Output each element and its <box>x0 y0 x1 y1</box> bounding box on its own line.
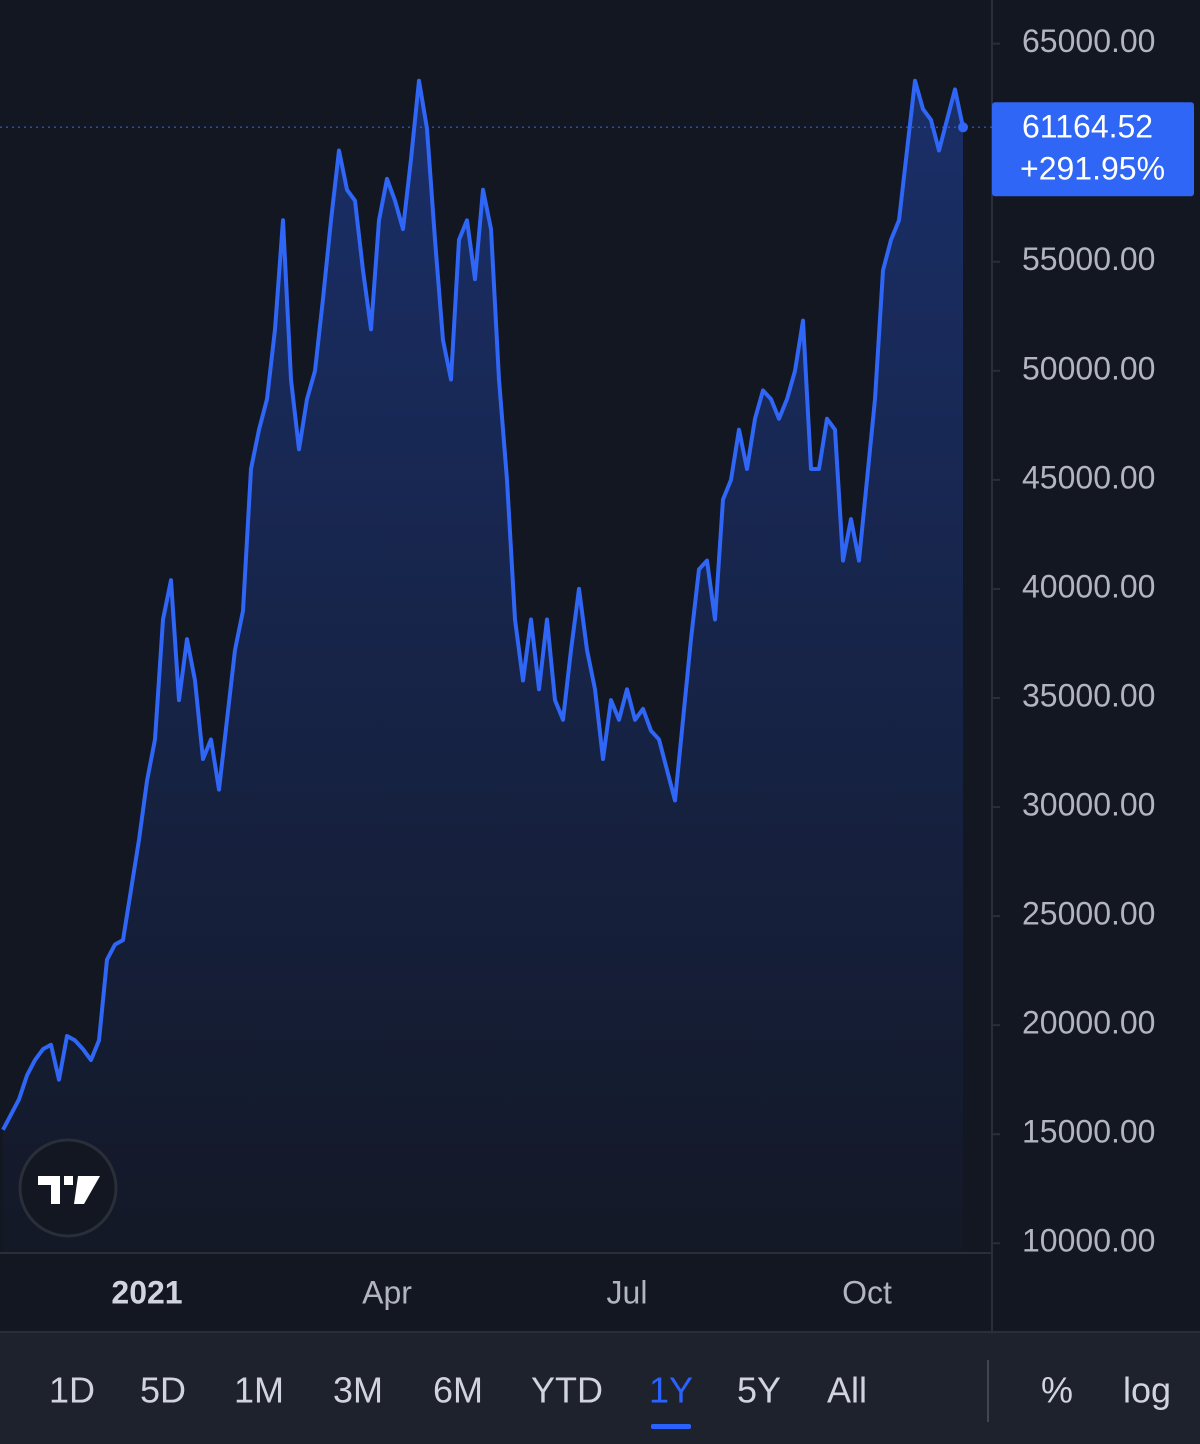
y-tick-label: 10000.00 <box>1022 1223 1155 1259</box>
y-tick-label: 30000.00 <box>1022 786 1155 822</box>
range-button[interactable]: 6M <box>433 1370 483 1411</box>
y-tick-label: 15000.00 <box>1022 1114 1155 1150</box>
x-tick-label: Apr <box>362 1274 412 1310</box>
range-button[interactable]: 1D <box>49 1370 95 1411</box>
x-tick-label: 2021 <box>111 1274 182 1310</box>
last-price-label: 61164.52 <box>1022 109 1153 145</box>
price-box <box>992 102 1194 197</box>
price-line <box>1 78 965 1131</box>
y-tick-label: 45000.00 <box>1022 459 1155 495</box>
option-button[interactable]: % <box>1041 1370 1073 1411</box>
range-button[interactable]: 5Y <box>737 1370 781 1411</box>
toolbar-background <box>0 1332 1200 1444</box>
last-point <box>958 122 968 133</box>
area <box>3 80 963 1252</box>
y-tick-label: 50000.00 <box>1022 350 1155 386</box>
y-tick-label: 25000.00 <box>1022 896 1155 932</box>
option-button[interactable]: log <box>1123 1370 1171 1411</box>
y-tick-label: 55000.00 <box>1022 241 1155 277</box>
plot <box>0 78 992 1252</box>
y-tick-label: 65000.00 <box>1022 23 1155 59</box>
selected-underline <box>651 1424 691 1429</box>
y-tick-label: 20000.00 <box>1022 1005 1155 1041</box>
range-button[interactable]: 5D <box>140 1370 186 1411</box>
logo-mark <box>38 1176 100 1204</box>
range-button[interactable]: All <box>827 1370 867 1411</box>
y-tick-label: 40000.00 <box>1022 568 1155 604</box>
logo-circle <box>18 1138 118 1238</box>
range-button[interactable]: 3M <box>333 1370 383 1411</box>
x-tick-label: Oct <box>842 1274 892 1310</box>
range-button[interactable]: YTD <box>531 1370 603 1411</box>
change-label: +291.95% <box>1020 151 1165 187</box>
y-tick-label: 35000.00 <box>1022 677 1155 713</box>
x-tick-label: Jul <box>607 1274 648 1310</box>
tradingview-logo <box>18 1138 118 1238</box>
range-button[interactable]: 1Y <box>649 1370 693 1411</box>
range-button[interactable]: 1M <box>234 1370 284 1411</box>
